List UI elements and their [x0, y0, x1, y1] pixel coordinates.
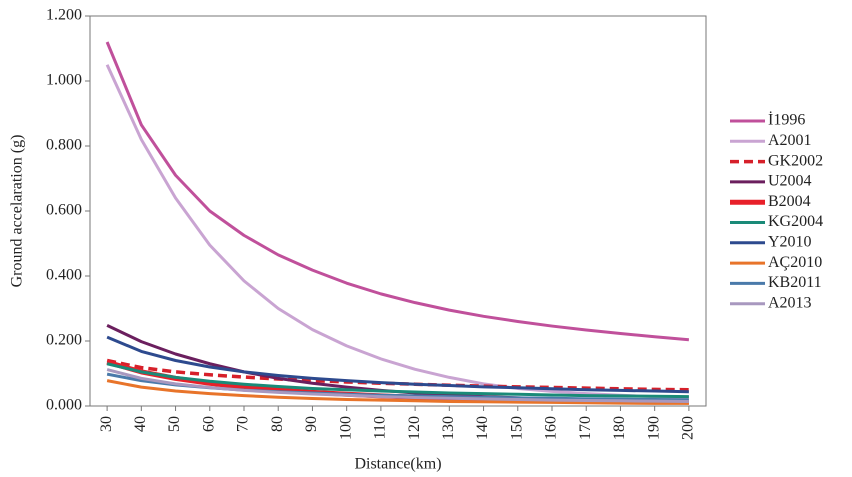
y-tick-label: 0.200: [46, 332, 82, 349]
legend-label: A2013: [768, 294, 812, 311]
legend-label: KB2011: [768, 274, 822, 291]
x-tick-label: 150: [508, 416, 525, 440]
y-axis-label: Ground accelaration (g): [9, 135, 26, 288]
x-tick-label: 60: [200, 416, 217, 432]
x-axis-label: Distance(km): [354, 456, 441, 473]
legend-label: AÇ2010: [768, 254, 822, 271]
series-line: [106, 335, 689, 394]
x-tick-label: 50: [166, 416, 183, 432]
series-line: [106, 358, 689, 392]
x-tick-label: 90: [303, 416, 320, 432]
x-tick-label: 110: [372, 416, 389, 439]
series-line: [106, 379, 689, 405]
legend-label: A2001: [768, 132, 812, 149]
y-tick-label: 0.600: [46, 202, 82, 219]
legend-label: İ1996: [768, 111, 805, 129]
series-line: [105, 41, 690, 342]
x-tick-label: 180: [611, 416, 628, 440]
x-tick-label: 100: [337, 416, 354, 440]
x-tick-label: 190: [645, 416, 662, 440]
legend-label: Y2010: [768, 233, 812, 250]
x-tick-label: 130: [440, 416, 457, 440]
series-line: [106, 362, 689, 399]
legend-label: B2004: [768, 193, 811, 210]
y-tick-label: 0.400: [46, 267, 82, 284]
legend-label: KG2004: [768, 213, 823, 230]
y-tick-label: 0.000: [46, 397, 82, 414]
legend-label: U2004: [768, 173, 812, 190]
x-tick-label: 80: [269, 416, 286, 432]
x-tick-label: 170: [577, 416, 594, 440]
y-tick-label: 1.200: [46, 7, 82, 24]
series-line: [105, 64, 689, 400]
x-tick-label: 140: [474, 416, 491, 440]
x-tick-label: 40: [132, 416, 149, 432]
legend-label: GK2002: [768, 152, 823, 169]
x-tick-label: 200: [680, 416, 697, 440]
x-tick-label: 30: [98, 416, 115, 432]
series-line: [106, 368, 689, 403]
plot-frame: [89, 15, 707, 407]
y-tick-label: 0.800: [46, 137, 82, 154]
x-tick-label: 160: [543, 416, 560, 440]
x-tick-label: 70: [235, 416, 252, 432]
y-tick-label: 1.000: [46, 72, 82, 89]
x-tick-label: 120: [406, 416, 423, 440]
